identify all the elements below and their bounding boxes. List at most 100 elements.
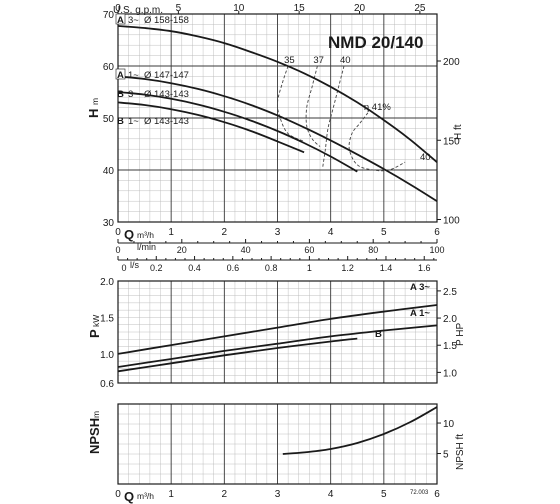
ls-tick-label: 0.6: [227, 263, 240, 273]
h-curve-2: [117, 91, 358, 173]
lmin-tick-label: 60: [304, 245, 314, 255]
ls-tick-label: 0.2: [150, 263, 163, 273]
ls-tick-label: 0: [121, 263, 126, 273]
ls-tick-label: 0.4: [188, 263, 201, 273]
q-tick-label: 2: [222, 227, 228, 238]
series-label-b3: B: [117, 89, 124, 100]
panel-frame: [117, 403, 438, 485]
efficiency-curves: 35 37 40 η 41%: [276, 55, 406, 172]
p-axis-unit: kW: [91, 315, 101, 327]
gpm-tick-label: 25: [414, 3, 426, 14]
efficiency-curve-2: [322, 65, 345, 168]
efficiency-curve-1: [305, 65, 321, 147]
chart-title: NMD 20/140: [328, 33, 423, 52]
h-series-labels: A 3~ Ø 158-158 A 1~ Ø 147-147 B 3~ Ø 143…: [115, 13, 189, 127]
h-axis-unit: m: [90, 98, 100, 105]
series-label-b3-phase: 3~: [128, 89, 139, 100]
ls-tick-label: 1.6: [418, 263, 431, 273]
p-curve-1: [117, 324, 438, 368]
efficiency-label: η 41%: [364, 102, 391, 113]
p-tick-label: 0.6: [100, 379, 114, 390]
ls-tick-label: 1: [307, 263, 312, 273]
npsh-q-tick-label: 2: [222, 489, 228, 500]
chart-series: [117, 25, 438, 455]
h-tick-label: 60: [103, 62, 115, 73]
p-label-a3: A 3~: [410, 282, 430, 293]
p-tick-label: 2.0: [100, 277, 114, 288]
lmin-tick-label: 0: [115, 245, 120, 255]
q-tick-label: 5: [381, 227, 387, 238]
chart-code: 72.003: [410, 490, 429, 496]
p-hp-tick-label: 1.5: [443, 341, 457, 352]
series-label-a3-dia: Ø 158-158: [144, 15, 189, 26]
chart-gridlines: [117, 13, 438, 485]
efficiency-label: 35: [284, 55, 295, 66]
efficiency-curve-3: [348, 112, 406, 172]
lmin-axis-label: l/min: [137, 242, 156, 252]
series-label-b1-phase: 1~: [128, 116, 139, 127]
p-tick-label: 1.0: [100, 350, 114, 361]
p-series-labels: A 3~ A 1~ B: [375, 282, 430, 340]
p-hp-tick-label: 2.0: [443, 314, 457, 325]
q-tick-label: 1: [168, 227, 174, 238]
top-axis-label: U.S. g.p.m.: [113, 5, 163, 16]
h-tick-label: 50: [103, 114, 115, 125]
h-tick-label: 70: [103, 10, 115, 21]
ls-tick-label: 1.4: [380, 263, 393, 273]
p-label-b: B: [375, 329, 382, 340]
h-ft-tick-label: 100: [443, 216, 460, 227]
p-hp-axis-label: P HP: [455, 323, 466, 346]
h-curve-3: [117, 101, 305, 154]
series-label-b1-dia: Ø 143-143: [144, 116, 189, 127]
gpm-tick-label: 10: [233, 3, 245, 14]
p-label-a1: A 1~: [410, 308, 430, 319]
npsh-q-tick-label: 5: [381, 489, 387, 500]
npsh-ft-tick-label: 10: [443, 419, 455, 430]
npsh-ft-axis-label: NPSH ft: [455, 434, 466, 470]
efficiency-label: 37: [313, 55, 324, 66]
series-label-a3-phase: 3~: [128, 15, 139, 26]
npsh-curve-0: [282, 406, 438, 455]
npsh-q-axis-label: Q: [124, 489, 134, 504]
lmin-tick-label: 100: [429, 245, 444, 255]
h-ft-tick-label: 200: [443, 57, 460, 68]
ls-tick-label: 0.8: [265, 263, 278, 273]
panel-frame: [117, 13, 438, 223]
ls-axis-label: l/s: [130, 260, 140, 270]
lmin-tick-label: 80: [368, 245, 378, 255]
series-label-a3: A: [117, 15, 124, 26]
series-label-a1: A: [117, 70, 124, 81]
q-tick-label: 4: [328, 227, 334, 238]
efficiency-curve-0: [276, 65, 305, 142]
gpm-tick-label: 15: [294, 3, 306, 14]
npsh-q-tick-label: 4: [328, 489, 334, 500]
h-ft-axis-label: H ft: [453, 124, 464, 140]
h-ft-tick-label: 150: [443, 136, 460, 147]
npsh-ft-tick-label: 5: [443, 450, 449, 461]
h-tick-label: 40: [103, 166, 115, 177]
npsh-q-tick-label: 0: [115, 489, 121, 500]
lmin-tick-label: 40: [241, 245, 251, 255]
npsh-axis-unit: m: [91, 411, 101, 418]
npsh-q-axis-unit: m³/h: [137, 491, 154, 501]
npsh-q-tick-label: 6: [434, 489, 440, 500]
ls-tick-label: 1.2: [341, 263, 354, 273]
efficiency-extra-label: 40: [420, 152, 431, 163]
h-axis-label: H: [86, 109, 101, 118]
gpm-tick-label: 0: [115, 3, 121, 14]
series-label-a1-dia: Ø 147-147: [144, 70, 189, 81]
npsh-axis-label: NPSH: [87, 418, 102, 454]
q-tick-label: 3: [275, 227, 281, 238]
npsh-q-tick-label: 3: [275, 489, 281, 500]
panel-frame: [117, 280, 438, 384]
h-tick-label: 30: [103, 218, 115, 229]
h-curve-0: [117, 25, 438, 163]
p-tick-label: 1.5: [100, 313, 114, 324]
p-curve-2: [117, 337, 358, 373]
gpm-tick-label: 5: [176, 3, 182, 14]
series-label-b3-dia: Ø 143-143: [144, 89, 189, 100]
q-axis-label: Q: [124, 227, 134, 242]
q-tick-label: 6: [434, 227, 440, 238]
